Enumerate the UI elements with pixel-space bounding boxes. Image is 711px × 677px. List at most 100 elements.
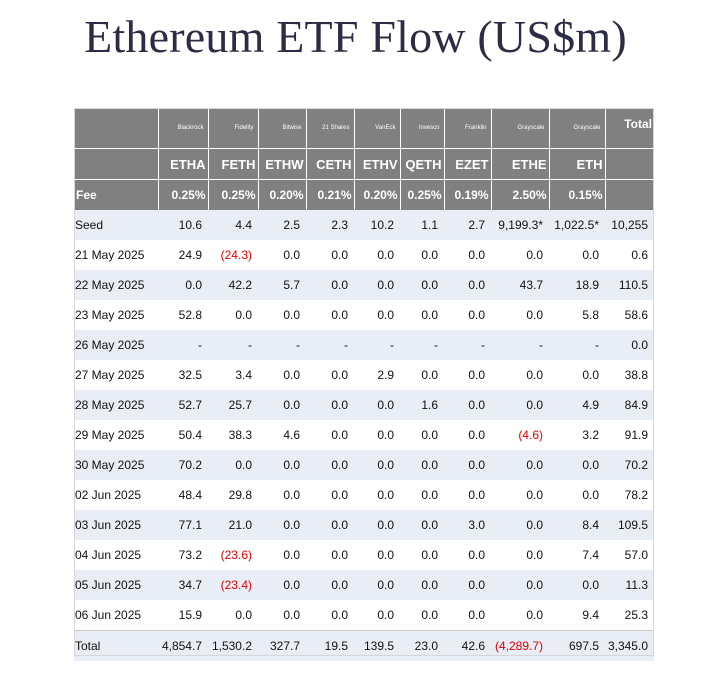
flow-cell: 0.0 xyxy=(306,420,354,450)
fee-label: Fee xyxy=(74,179,159,210)
flow-cell: 3.0 xyxy=(444,510,491,540)
flow-cell: 2.3 xyxy=(306,210,354,240)
fee-value: 0.19% xyxy=(444,179,492,210)
flow-cell: 0.0 xyxy=(158,270,208,300)
flow-cell: 0.0 xyxy=(549,450,605,480)
flow-cell: 0.0 xyxy=(444,270,491,300)
flow-cell: 0.0 xyxy=(258,450,306,480)
flow-cell: 21.0 xyxy=(208,510,258,540)
row-label: 23 May 2025 xyxy=(74,300,158,330)
flow-cell: 1,530.2 xyxy=(208,630,258,661)
flow-cell: 0.0 xyxy=(306,540,354,570)
flow-cell: 0.0 xyxy=(444,570,491,600)
flow-cell: 0.0 xyxy=(444,300,491,330)
flow-cell: 1.6 xyxy=(400,390,444,420)
flow-cell: 0.0 xyxy=(491,510,549,540)
flow-cell: 0.0 xyxy=(258,540,306,570)
row-label: 04 Jun 2025 xyxy=(74,540,158,570)
issuer-header: Blackrock xyxy=(158,108,209,149)
ticker-header: ETHE xyxy=(491,148,550,180)
row-total-cell: 38.8 xyxy=(605,360,654,390)
flow-cell: 0.0 xyxy=(400,540,444,570)
flow-cell: 0.0 xyxy=(444,600,491,631)
flow-cell: 2.7 xyxy=(444,210,491,240)
flow-cell: 4.9 xyxy=(549,390,605,420)
flow-cell: 0.0 xyxy=(491,300,549,330)
flow-cell: 0.0 xyxy=(400,600,444,631)
flow-cell: 697.5 xyxy=(549,630,605,661)
row-total-cell: 58.6 xyxy=(605,300,654,330)
flow-cell: 4.6 xyxy=(258,420,306,450)
flow-cell: 0.0 xyxy=(354,540,400,570)
flow-cell: 0.0 xyxy=(400,450,444,480)
flow-cell: 0.0 xyxy=(549,240,605,270)
flow-cell: 0.0 xyxy=(306,300,354,330)
flow-cell: (4,289.7) xyxy=(491,630,549,661)
fee-value: 0.20% xyxy=(258,179,307,210)
row-total-cell: 109.5 xyxy=(605,510,654,540)
flow-cell: 3.4 xyxy=(208,360,258,390)
issuer-header: Grayscale xyxy=(549,108,606,149)
flow-cell: 4,854.7 xyxy=(158,630,208,661)
flow-cell: 0.0 xyxy=(444,360,491,390)
flow-cell: 1.1 xyxy=(400,210,444,240)
flow-cell: 0.0 xyxy=(400,270,444,300)
flow-cell: (24.3) xyxy=(208,240,258,270)
flow-cell: 0.0 xyxy=(400,240,444,270)
header-corner-cell xyxy=(74,108,159,149)
flow-cell: - xyxy=(444,330,491,360)
flow-cell: 0.0 xyxy=(354,450,400,480)
total-row: Total 4,854.7 1,530.2 327.7 19.5 139.5 23.0 42.… xyxy=(74,630,654,661)
flow-cell: 52.7 xyxy=(158,390,208,420)
flow-cell: 0.0 xyxy=(354,570,400,600)
row-label: Seed xyxy=(74,210,158,240)
row-total-cell: 84.9 xyxy=(605,390,654,420)
flow-cell: 0.0 xyxy=(400,570,444,600)
flow-cell: 42.6 xyxy=(444,630,491,661)
flow-cell: 0.0 xyxy=(549,360,605,390)
flow-cell: 8.4 xyxy=(549,510,605,540)
flow-cell: 2.9 xyxy=(354,360,400,390)
flow-cell: 0.0 xyxy=(491,570,549,600)
flow-cell: 0.0 xyxy=(306,360,354,390)
row-label: 30 May 2025 xyxy=(74,450,158,480)
issuer-header: Invesco xyxy=(400,108,445,149)
flow-cell: 0.0 xyxy=(400,300,444,330)
row-label: 03 Jun 2025 xyxy=(74,510,158,540)
row-label: 29 May 2025 xyxy=(74,420,158,450)
table-row: 04 Jun 2025 73.2 (23.6) 0.0 0.0 0.0 0.0 0.0 0.0 7… xyxy=(74,540,654,570)
flow-cell: 5.8 xyxy=(549,300,605,330)
flow-cell: - xyxy=(400,330,444,360)
flow-cell: 0.0 xyxy=(491,600,549,631)
flow-cell: 0.0 xyxy=(491,480,549,510)
row-label: Total xyxy=(74,630,158,661)
flow-cell: 4.4 xyxy=(208,210,258,240)
row-label: 22 May 2025 xyxy=(74,270,158,300)
flow-cell: 0.0 xyxy=(354,270,400,300)
row-total-cell: 0.0 xyxy=(605,330,654,360)
header-corner-cell xyxy=(74,148,159,180)
row-total-cell: 0.6 xyxy=(605,240,654,270)
fee-header-row: Fee 0.25% 0.25% 0.20% 0.21% 0.20% 0.25% … xyxy=(74,179,654,210)
table-row: 29 May 2025 50.4 38.3 4.6 0.0 0.0 0.0 0.0 (4.6) 3… xyxy=(74,420,654,450)
table-row: 03 Jun 2025 77.1 21.0 0.0 0.0 0.0 0.0 3.0 0.0 8.4… xyxy=(74,510,654,540)
table-row: 27 May 2025 32.5 3.4 0.0 0.0 2.9 0.0 0.0 0.0 0.0 3… xyxy=(74,360,654,390)
flow-cell: 0.0 xyxy=(306,270,354,300)
flow-cell: 9.4 xyxy=(549,600,605,631)
flow-cell: - xyxy=(158,330,208,360)
flow-cell: 0.0 xyxy=(258,600,306,631)
issuer-header: VanEck xyxy=(354,108,401,149)
total-ticker-cell xyxy=(605,148,654,180)
row-label: 06 Jun 2025 xyxy=(74,600,158,631)
ticker-header: ETHA xyxy=(158,148,209,180)
flow-cell: 24.9 xyxy=(158,240,208,270)
fee-value: 0.21% xyxy=(306,179,355,210)
row-label: 26 May 2025 xyxy=(74,330,158,360)
flow-cell: 0.0 xyxy=(258,300,306,330)
flow-cell: - xyxy=(258,330,306,360)
issuer-header-row: Blackrock Fidelity Bitwise 21 Shares Van… xyxy=(74,108,654,149)
row-total-cell: 57.0 xyxy=(605,540,654,570)
flow-cell: 0.0 xyxy=(354,510,400,540)
ticker-header: FETH xyxy=(208,148,259,180)
flow-cell: 0.0 xyxy=(258,570,306,600)
